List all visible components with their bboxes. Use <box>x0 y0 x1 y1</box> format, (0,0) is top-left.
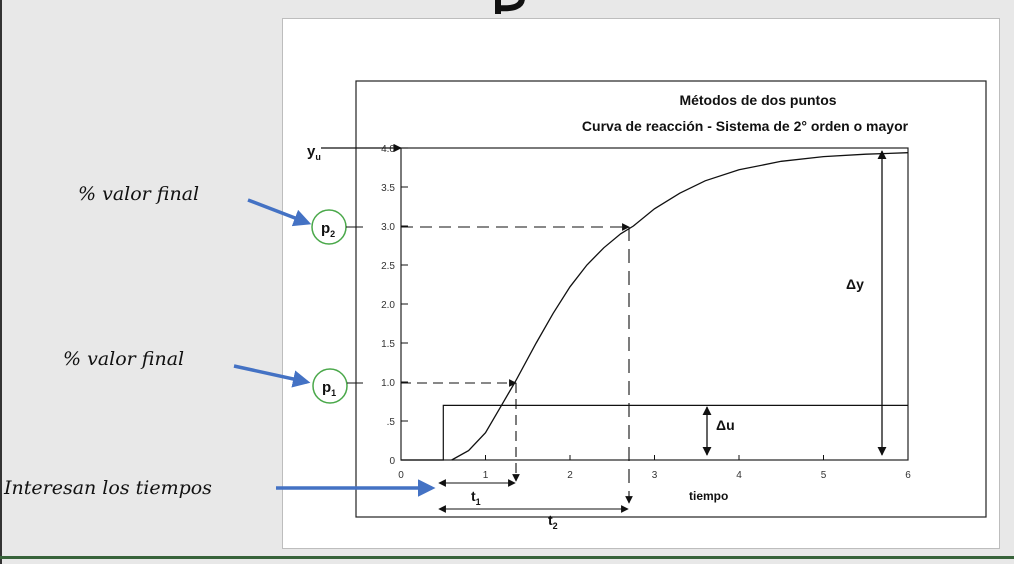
figure-panel: Métodos de dos puntos Curva de reacción … <box>282 18 1000 549</box>
y-tick-label: 1.0 <box>381 378 395 389</box>
x-tick-label: 0 <box>398 470 404 481</box>
y-tick-label: 3.0 <box>381 222 395 233</box>
reaction-curve <box>451 152 909 461</box>
annotation-p1-note: % valor final <box>63 348 185 370</box>
x-tick-label: 1 <box>483 470 489 481</box>
y-tick-label: 2.0 <box>381 300 395 311</box>
x-tick-label: 5 <box>821 470 827 481</box>
y-axis-ticks: 4.0 3.5 3.0 2.5 2.0 1.5 1.0 .5 0 <box>381 144 408 467</box>
yu-label: yu <box>307 143 321 162</box>
p1-label: p1 <box>322 379 336 398</box>
p2-label: p2 <box>321 220 335 239</box>
t1-label: t1 <box>471 488 481 507</box>
y-tick-label: 0 <box>389 456 395 467</box>
outer-figure-frame <box>355 80 987 518</box>
x-tick-label: 6 <box>905 470 911 481</box>
reaction-curve-figure: Métodos de dos puntos Curva de reacción … <box>307 80 987 531</box>
left-border-line <box>0 0 2 564</box>
annotation-p2-note: % valor final <box>78 183 200 205</box>
y-tick-label: 1.5 <box>381 339 395 350</box>
plot-frame <box>400 147 909 461</box>
x-tick-label: 4 <box>736 470 742 481</box>
figure-title: Métodos de dos puntos <box>679 92 836 108</box>
y-tick-label: .5 <box>387 417 396 428</box>
x-axis-ticks: 0 1 2 3 4 5 6 <box>398 455 911 481</box>
cropped-title-fragment <box>495 0 525 14</box>
x-axis-label: tiempo <box>689 489 728 503</box>
x-tick-label: 2 <box>567 470 573 481</box>
y-tick-label: 3.5 <box>381 183 395 194</box>
delta-u-label: Δu <box>716 417 735 433</box>
y-tick-label: 4.0 <box>381 144 395 155</box>
y-tick-label: 2.5 <box>381 261 395 272</box>
annotation-times-note: Interesan los tiempos <box>4 477 212 499</box>
figure-subtitle: Curva de reacción - Sistema de 2° orden … <box>582 118 909 134</box>
x-tick-label: 3 <box>652 470 658 481</box>
p1-circle <box>312 368 348 404</box>
t2-label: t2 <box>548 512 558 531</box>
delta-y-label: Δy <box>846 276 864 292</box>
bottom-accent-line <box>0 556 1014 559</box>
input-step-line <box>401 404 908 461</box>
